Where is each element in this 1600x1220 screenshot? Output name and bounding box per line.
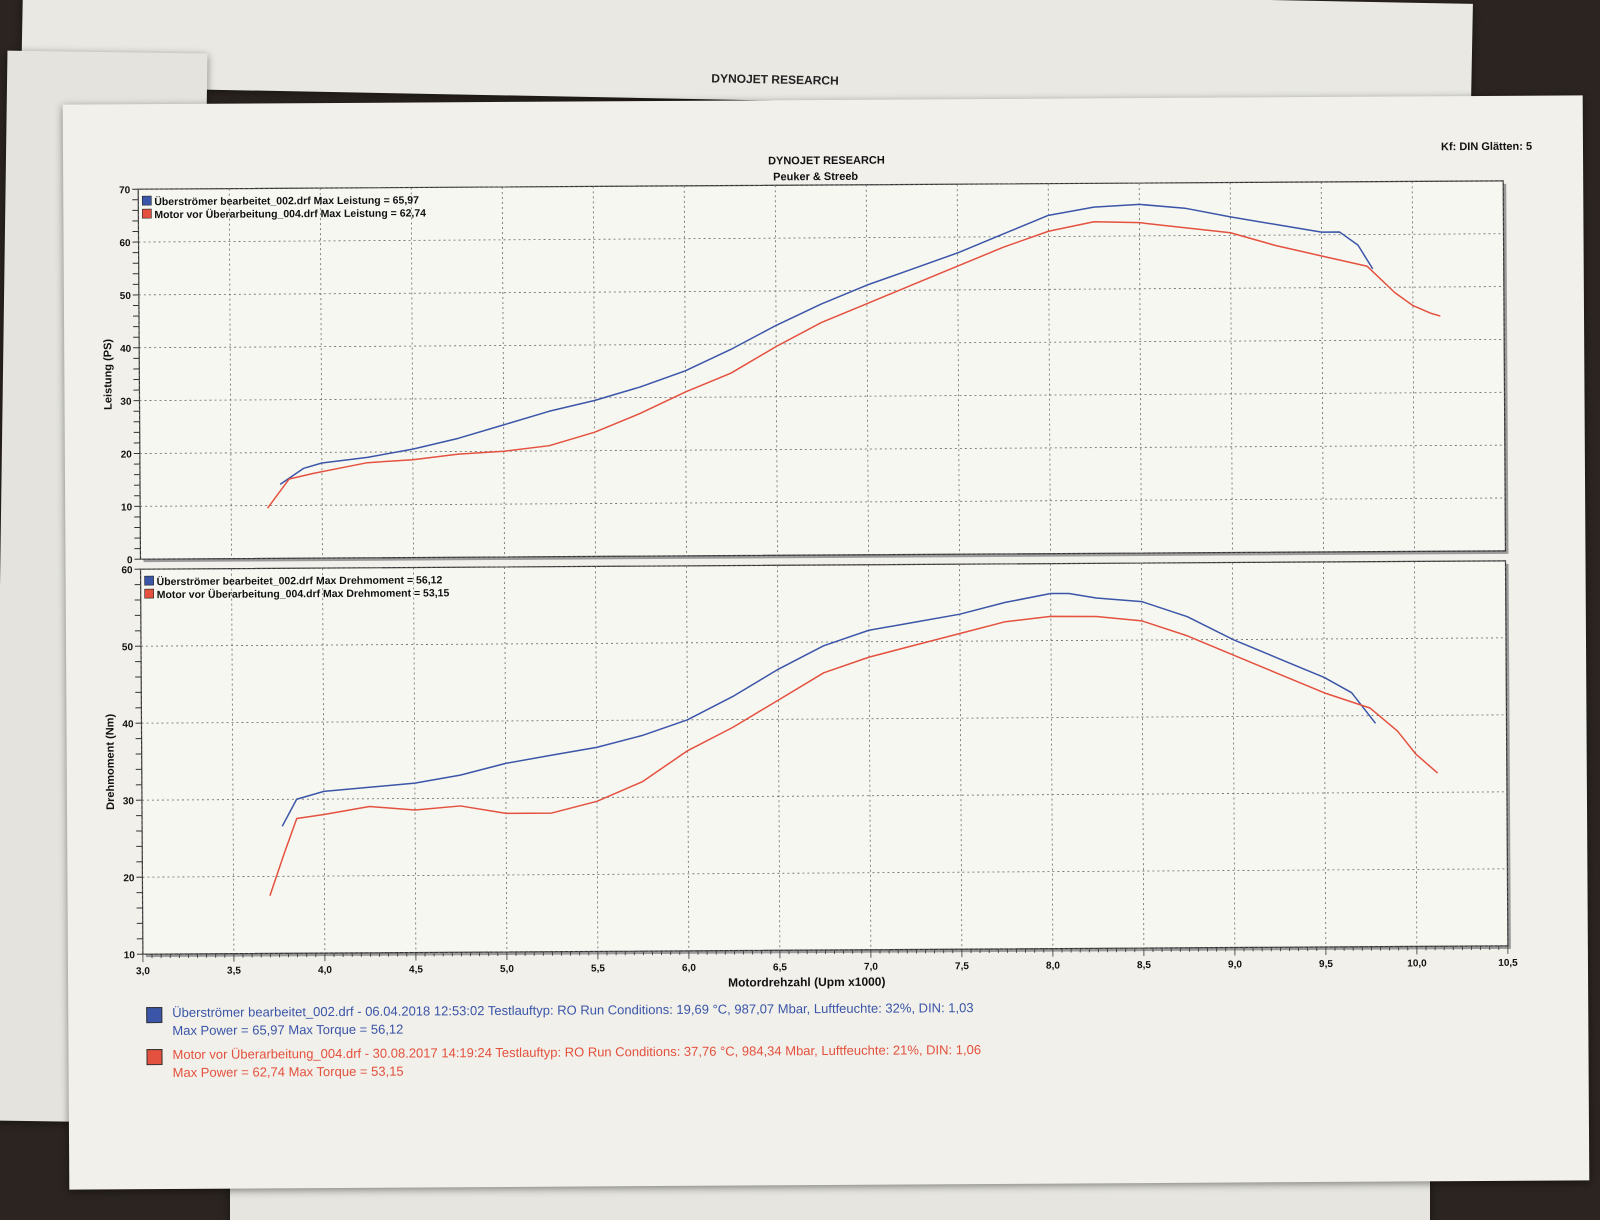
x-tick-label: 3,0 — [136, 966, 150, 977]
y-tick-label: 50 — [122, 642, 134, 653]
x-tick-label: 4,0 — [318, 965, 332, 976]
red-swatch — [146, 1049, 162, 1065]
x-tick-label: 7,0 — [864, 962, 878, 973]
x-tick-label: 6,0 — [682, 963, 696, 974]
x-tick-label: 7,5 — [955, 961, 969, 972]
back-sheet-title: DYNOJET RESEARCH — [711, 71, 839, 87]
x-tick-label: 5,0 — [500, 964, 514, 975]
x-tick-label: 9,0 — [1228, 959, 1242, 970]
x-tick-label: 8,0 — [1046, 961, 1060, 972]
y-tick-label: 70 — [119, 185, 131, 196]
x-axis-label: Motordrehzahl (Upm x1000) — [728, 975, 885, 990]
x-tick-label: 4,5 — [409, 964, 423, 975]
legend-swatch — [145, 576, 154, 585]
y-tick-label: 60 — [121, 565, 133, 576]
run-summary: Überströmer bearbeitet_002.drf - 06.04.2… — [146, 998, 1146, 1088]
legend-swatch — [145, 589, 154, 598]
x-tick-label: 3,5 — [227, 966, 241, 977]
y-tick-label: 60 — [119, 238, 131, 249]
legend-swatch — [142, 209, 151, 218]
x-tick-label: 8,5 — [1137, 960, 1151, 971]
y-axis-label: Leistung (PS) — [102, 339, 114, 410]
y-axis-label: Drehmoment (Nm) — [104, 714, 117, 810]
y-tick-label: 30 — [123, 796, 135, 807]
panel-frame — [141, 561, 1508, 954]
y-tick-label: 20 — [123, 873, 135, 884]
y-tick-label: 50 — [120, 291, 132, 302]
legend-entry: Motor vor Überarbeitung_004.drf Max Leis… — [154, 206, 426, 221]
x-tick-label: 10,5 — [1498, 958, 1518, 969]
x-tick-label: 6,5 — [773, 962, 787, 973]
y-tick-label: 10 — [121, 502, 133, 513]
y-tick-label: 40 — [122, 719, 134, 730]
y-tick-label: 20 — [121, 450, 133, 461]
y-tick-label: 30 — [120, 397, 132, 408]
legend-swatch — [142, 196, 151, 205]
run-summary-blue: Überströmer bearbeitet_002.drf - 06.04.2… — [146, 998, 1146, 1040]
x-tick-label: 9,5 — [1319, 959, 1333, 970]
x-tick-label: 10,0 — [1407, 958, 1427, 969]
x-tick-label: 5,5 — [591, 963, 605, 974]
legend-entry: Überströmer bearbeitet_002.drf Max Leist… — [154, 193, 419, 208]
dyno-printout: DYNOJET RESEARCH Peuker & Streeb Kf: DIN… — [63, 95, 1590, 1189]
y-tick-label: 40 — [120, 344, 132, 355]
blue-swatch — [146, 1007, 162, 1023]
y-tick-label: 10 — [124, 950, 136, 961]
legend-entry: Überströmer bearbeitet_002.drf Max Drehm… — [157, 573, 443, 588]
run-summary-red: Motor vor Überarbeitung_004.drf - 30.08.… — [146, 1040, 1146, 1082]
legend-entry: Motor vor Überarbeitung_004.drf Max Dreh… — [157, 586, 450, 601]
